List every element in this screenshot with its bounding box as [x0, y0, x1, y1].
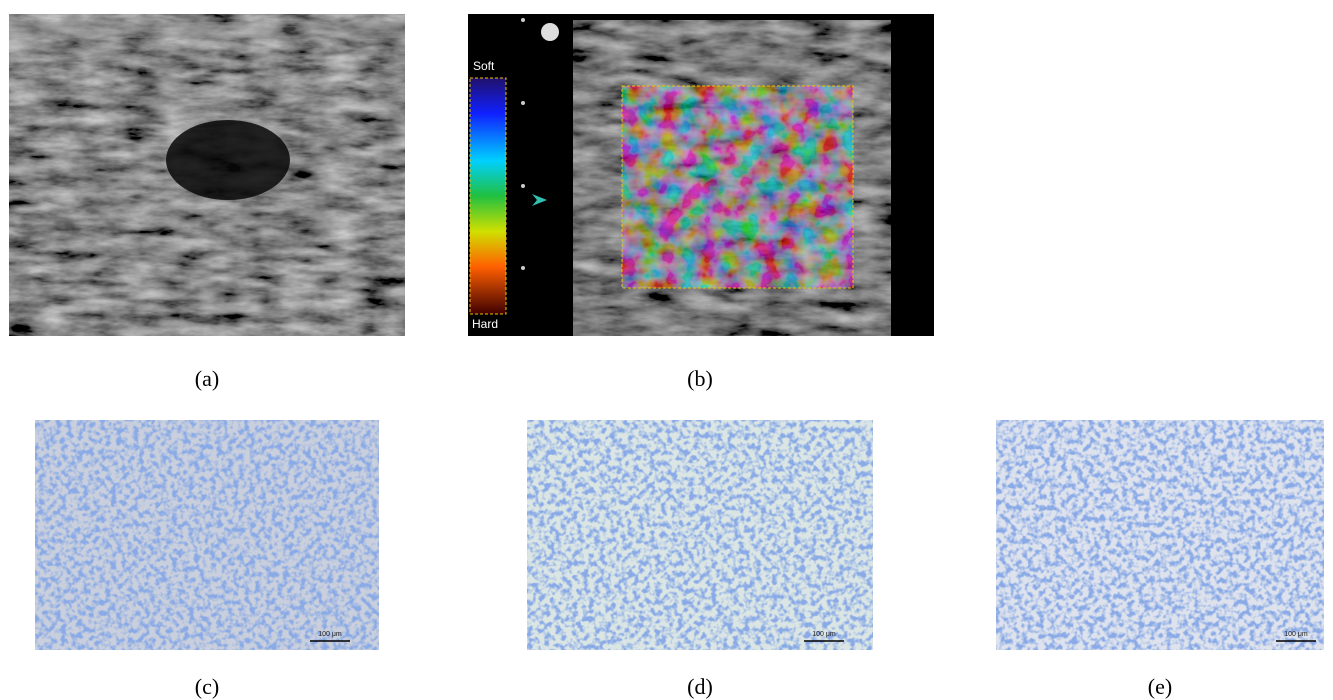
- histology-image: [996, 420, 1324, 650]
- panel-label: (c): [195, 674, 219, 699]
- panel-label: (e): [1148, 674, 1172, 699]
- elastography-image: [468, 14, 934, 336]
- scale-bar-label: 100 μm: [812, 631, 836, 638]
- panel-label: (d): [687, 674, 713, 699]
- colorbar-bottom-label: Hard: [472, 317, 498, 331]
- scale-bar-label: 100 μm: [1284, 631, 1308, 638]
- scale-bar-label: 100 μm: [318, 631, 342, 638]
- colorbar-top-label: Soft: [473, 59, 495, 73]
- panel-label: (a): [195, 366, 219, 391]
- histology-image: [527, 420, 873, 650]
- panel-label: (b): [687, 366, 713, 391]
- figure: (a) Soft Hard (b) 100 μm (c) 100 μm (d) …: [0, 0, 1333, 700]
- ultrasound-image: [9, 14, 405, 336]
- histology-image: [35, 420, 379, 650]
